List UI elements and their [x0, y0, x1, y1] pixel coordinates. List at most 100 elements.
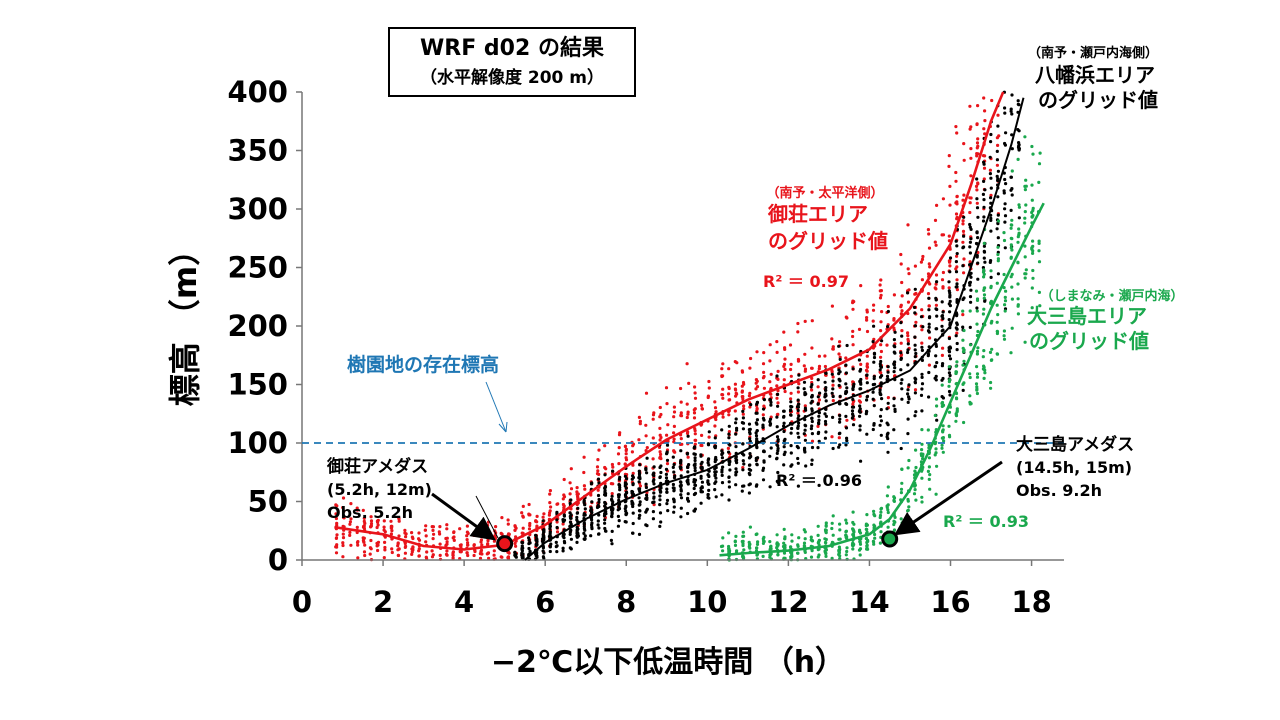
yawatahama-point [810, 458, 814, 462]
yawatahama-point [720, 470, 724, 474]
yawatahama-point [1016, 102, 1020, 106]
mishou-point [679, 400, 683, 404]
omishima-point [940, 446, 944, 450]
mishou-point [954, 125, 958, 129]
omishima-point [1031, 152, 1035, 156]
mishou-point [789, 374, 793, 378]
yawatahama-point [776, 439, 780, 443]
mishou-point [465, 530, 469, 534]
mishou-point [514, 535, 518, 539]
yawatahama-point [838, 420, 842, 424]
mishou-point [989, 193, 993, 197]
mishou-point [721, 393, 725, 397]
yawatahama-point [837, 432, 842, 436]
yawatahama-point [941, 310, 945, 314]
yawatahama-point [727, 459, 731, 463]
mishou-point [914, 320, 918, 324]
mishou-point [879, 355, 883, 359]
mishou-point [899, 305, 903, 309]
mishou-point [927, 363, 932, 367]
mishou-point [609, 482, 614, 486]
yawatahama-point [789, 400, 793, 404]
yawatahama-point [817, 483, 821, 487]
omishima-point [982, 272, 986, 276]
obs-omishima-line1: 大三島アメダス [1016, 434, 1134, 455]
y-tick-label: 350 [227, 134, 288, 168]
yawatahama-point [844, 426, 849, 430]
yawatahama-point [623, 474, 628, 478]
mishou-point [438, 532, 442, 536]
yawatahama-point [548, 531, 552, 535]
omishima-point [1030, 144, 1034, 149]
yawatahama-point [590, 525, 594, 529]
yawatahama-point [727, 436, 731, 440]
mishou-point [693, 432, 697, 436]
mishou-point [700, 407, 704, 411]
mishou-point [748, 405, 752, 409]
omishima-fit-curve [719, 202, 1045, 557]
yawatahama-point [996, 169, 1001, 173]
omishima-point [721, 549, 725, 553]
yawatahama-point [989, 132, 993, 137]
yawatahama-point [913, 391, 918, 395]
mishou-point [865, 316, 869, 320]
yawatahama-point [768, 485, 772, 489]
omishima-point [845, 549, 849, 554]
yawatahama-point [920, 387, 924, 391]
yawatahama-point [893, 330, 897, 334]
omishima-point [913, 488, 917, 492]
mishou-point [727, 413, 731, 417]
omishima-point [790, 539, 794, 543]
yawatahama-point [597, 500, 601, 504]
yawatahama-point [775, 435, 780, 439]
mishou-point [831, 347, 835, 351]
mishou-point [445, 540, 449, 544]
mishou-point [996, 143, 1000, 147]
yawatahama-point [823, 393, 827, 397]
yawatahama-point [858, 428, 862, 432]
omishima-point [974, 289, 979, 293]
yawatahama-point [948, 393, 952, 397]
mishou-point [976, 104, 980, 108]
omishima-point [914, 498, 918, 502]
yawatahama-point [534, 543, 539, 548]
yawatahama-point [755, 422, 759, 426]
omishima-point [968, 309, 972, 313]
mishou-point [982, 127, 986, 131]
mishou-point [465, 538, 469, 542]
yawatahama-point [597, 497, 601, 502]
mishou-point [430, 525, 434, 529]
yawatahama-point [638, 463, 642, 467]
yawatahama-point [735, 470, 739, 474]
yawatahama-sub: （南予・瀬戸内海側） [1028, 45, 1158, 61]
mishou-point [754, 387, 758, 391]
yawatahama-point [893, 366, 897, 370]
yawatahama-point [899, 381, 903, 385]
mishou-point [375, 525, 379, 530]
omishima-point [920, 448, 924, 452]
yawatahama-point [1003, 214, 1008, 218]
yawatahama-point [576, 506, 580, 510]
mishou-point [941, 197, 946, 201]
mishou-point [658, 426, 662, 430]
mishou-point [976, 152, 980, 156]
mishou-point [907, 272, 911, 276]
mishou-point [658, 405, 662, 410]
mishou-point [700, 433, 704, 437]
yawatahama-point [686, 480, 690, 484]
yawatahama-point [664, 467, 669, 471]
yawatahama-point [645, 471, 649, 475]
yawatahama-point [1003, 111, 1007, 115]
omishima-point [900, 481, 904, 485]
mishou-point [810, 346, 814, 350]
yawatahama-point [741, 442, 745, 446]
omishima-point [914, 448, 918, 452]
omishima-point [941, 424, 945, 428]
omishima-point [1031, 268, 1035, 273]
omishima-point [990, 347, 994, 351]
mishou-point [775, 340, 779, 344]
yawatahama-point [713, 444, 718, 448]
yawatahama-point [789, 444, 793, 448]
omishima-point [948, 435, 952, 439]
omishima-point [858, 540, 862, 544]
